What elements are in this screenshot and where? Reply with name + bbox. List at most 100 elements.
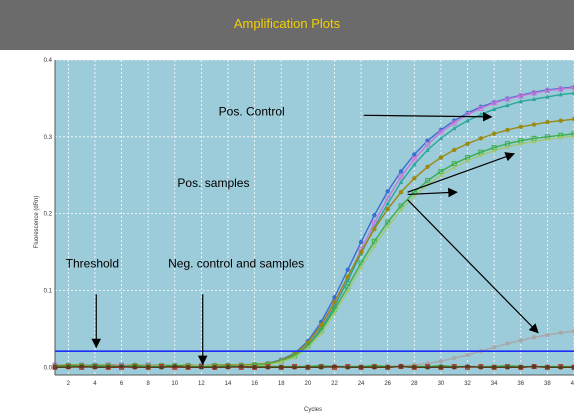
annotation-arrow bbox=[407, 187, 458, 198]
data-point bbox=[252, 365, 257, 370]
x-tick-label: 32 bbox=[464, 381, 471, 387]
data-point bbox=[438, 155, 444, 160]
series-line bbox=[54, 365, 574, 368]
data-point bbox=[305, 365, 311, 370]
data-point bbox=[558, 135, 563, 140]
data-point bbox=[145, 365, 151, 370]
data-point bbox=[398, 169, 404, 174]
data-point bbox=[558, 118, 563, 123]
data-point bbox=[412, 176, 417, 181]
data-point bbox=[345, 267, 350, 272]
axes bbox=[54, 60, 574, 376]
x-tick-label: 2 bbox=[67, 381, 71, 387]
x-tick-label: 4 bbox=[93, 381, 97, 387]
x-tick-label: 38 bbox=[544, 381, 551, 387]
data-point bbox=[518, 93, 524, 99]
data-point bbox=[491, 345, 497, 350]
data-point bbox=[425, 365, 430, 370]
data-point bbox=[438, 172, 444, 178]
data-point bbox=[491, 100, 497, 106]
data-point bbox=[265, 365, 271, 370]
y-tick-label: 0.0 bbox=[44, 365, 53, 371]
data-point bbox=[292, 365, 297, 370]
data-point bbox=[452, 165, 457, 170]
data-point bbox=[571, 365, 574, 370]
data-point bbox=[491, 148, 497, 153]
data-point bbox=[372, 226, 377, 232]
data-point bbox=[358, 239, 364, 245]
series-line bbox=[55, 365, 574, 369]
data-point bbox=[318, 322, 324, 328]
y-tick-label: 0.3 bbox=[44, 135, 53, 141]
data-point bbox=[531, 96, 537, 101]
data-point bbox=[571, 131, 574, 137]
data-point bbox=[531, 335, 537, 340]
data-point bbox=[79, 364, 84, 369]
x-tick-label: 34 bbox=[491, 381, 498, 387]
data-point bbox=[345, 365, 350, 370]
data-point bbox=[531, 139, 537, 144]
data-point bbox=[199, 365, 204, 370]
data-point bbox=[425, 142, 431, 148]
data-point bbox=[345, 274, 350, 279]
data-point bbox=[452, 365, 457, 370]
annotations: Pos. Control Pos. samples Threshold Neg. co… bbox=[66, 104, 539, 366]
x-tick-label: 22 bbox=[331, 381, 338, 387]
data-point bbox=[372, 365, 377, 370]
data-point bbox=[558, 86, 564, 92]
data-point bbox=[531, 90, 537, 96]
data-point bbox=[438, 365, 444, 370]
data-point bbox=[412, 193, 417, 198]
x-tick-label: 24 bbox=[358, 381, 365, 387]
data-point bbox=[412, 152, 417, 157]
data-point bbox=[545, 94, 550, 99]
data-point bbox=[478, 365, 484, 370]
x-tick-label: 14 bbox=[225, 381, 232, 387]
data-point bbox=[571, 90, 574, 95]
chart-title: Amplification Plots bbox=[233, 16, 341, 31]
x-tick-label: 6 bbox=[120, 381, 124, 387]
x-tick-label: 12 bbox=[198, 381, 205, 387]
data-point bbox=[358, 265, 364, 270]
data-point bbox=[358, 260, 364, 266]
data-point bbox=[398, 364, 404, 369]
data-point bbox=[398, 189, 404, 195]
annotation-arrow bbox=[407, 199, 539, 334]
annotation-label: Pos. samples bbox=[177, 176, 249, 190]
data-point bbox=[385, 219, 391, 225]
annotation-label: Threshold bbox=[66, 256, 119, 270]
data-point bbox=[451, 120, 457, 126]
data-point bbox=[478, 112, 484, 117]
data-point bbox=[358, 365, 364, 370]
x-tick-label: 40 bbox=[571, 381, 574, 387]
title-bar: Amplification Plots bbox=[0, 0, 574, 50]
data-point bbox=[571, 133, 574, 138]
data-point bbox=[465, 141, 470, 146]
data-point bbox=[425, 138, 430, 143]
y-tick-label: 0.4 bbox=[44, 58, 53, 64]
data-point bbox=[438, 135, 444, 141]
data-point bbox=[545, 365, 550, 370]
data-point bbox=[412, 162, 417, 167]
data-point bbox=[332, 311, 337, 316]
data-point bbox=[358, 249, 364, 255]
data-point bbox=[398, 207, 404, 212]
data-point bbox=[172, 364, 177, 369]
data-point bbox=[425, 147, 430, 152]
data-point bbox=[332, 364, 337, 369]
x-tick-label: 26 bbox=[384, 381, 391, 387]
x-tick-label: 16 bbox=[251, 381, 258, 387]
annotation-label: Pos. Control bbox=[219, 104, 285, 118]
data-point bbox=[106, 365, 111, 370]
y-axis-label: Fluorescence (dRn) bbox=[34, 196, 40, 249]
data-point bbox=[505, 127, 510, 133]
data-point bbox=[452, 125, 457, 131]
data-point bbox=[385, 365, 390, 370]
data-point bbox=[544, 88, 550, 94]
x-tick-label: 8 bbox=[146, 381, 150, 387]
data-point bbox=[318, 365, 324, 370]
data-point bbox=[465, 118, 470, 123]
series-layer bbox=[52, 84, 574, 370]
data-point bbox=[385, 189, 390, 194]
data-point bbox=[505, 144, 510, 149]
